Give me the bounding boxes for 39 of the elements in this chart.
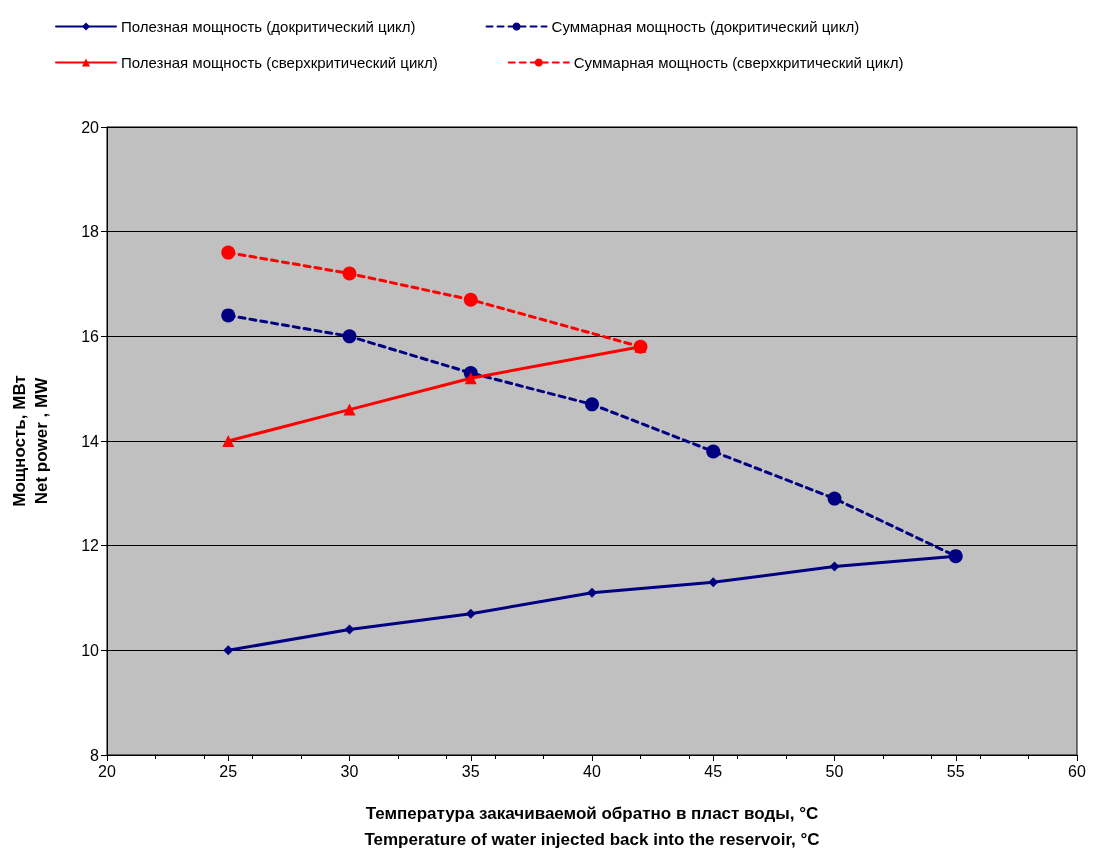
point — [829, 561, 840, 572]
y-tick-label: 16 — [81, 327, 100, 345]
point — [222, 435, 235, 447]
point — [342, 266, 357, 281]
x-tick-label: 20 — [98, 762, 116, 780]
point — [587, 587, 597, 598]
point — [465, 608, 476, 619]
x-tick-label: 60 — [1068, 762, 1086, 780]
y-tick-label: 8 — [90, 746, 100, 764]
y-tick-label: 10 — [81, 641, 100, 659]
point — [464, 372, 477, 385]
x-tick-label: 50 — [825, 762, 844, 780]
legend-label: Суммарная мощность (докритический цикл) — [551, 18, 860, 35]
x-axis-title: Температура закачиваемой обратно в пласт воды, °C Temperature of water injected back into the reservoir, °C — [364, 803, 820, 849]
legend-label: Полезная мощность (докритический цикл) — [121, 18, 416, 35]
x-tick-label: 45 — [704, 762, 723, 780]
y-tick-label: 20 — [81, 118, 100, 136]
y-tick-label: 12 — [81, 537, 100, 555]
point — [585, 397, 599, 412]
point — [221, 245, 236, 260]
point — [827, 491, 842, 506]
point — [706, 444, 721, 459]
y-tick-label: 14 — [81, 432, 100, 450]
y-axis-title: Мощность, МВт Net power , MW — [9, 375, 51, 507]
x-tick-label: 40 — [583, 762, 601, 780]
x-tick-label: 30 — [340, 762, 359, 780]
point — [343, 403, 356, 416]
point — [708, 577, 719, 588]
x-tick-label: 55 — [946, 762, 965, 780]
x-tick-label: 35 — [461, 762, 480, 780]
point — [221, 308, 236, 323]
point — [344, 624, 355, 635]
legend-label: Полезная мощность (сверхкритический цикл) — [121, 54, 438, 71]
x-tick-label: 25 — [219, 762, 238, 780]
point — [223, 645, 234, 656]
legend-label: Суммарная мощность (сверхкритический цикл) — [573, 54, 904, 71]
y-tick-label: 18 — [81, 223, 100, 241]
point — [463, 292, 478, 307]
point — [342, 329, 357, 344]
